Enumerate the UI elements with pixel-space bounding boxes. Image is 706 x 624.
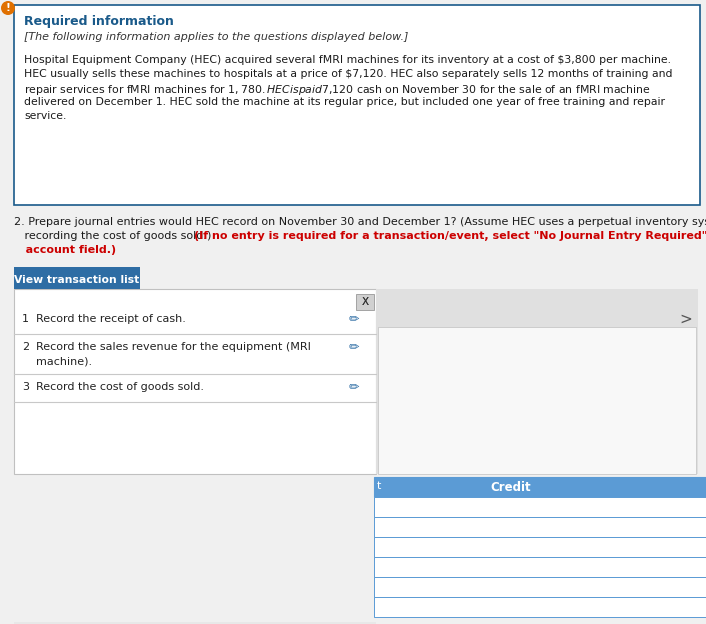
Text: Hospital Equipment Company (HEC) acquired several fMRI machines for its inventor: Hospital Equipment Company (HEC) acquire… <box>24 55 671 65</box>
Text: X: X <box>361 297 369 307</box>
Text: 3: 3 <box>22 382 29 392</box>
Bar <box>376 289 698 474</box>
Text: service.: service. <box>24 111 66 121</box>
Text: Credit: Credit <box>490 481 531 494</box>
Text: Record the receipt of cash.: Record the receipt of cash. <box>36 314 186 324</box>
Text: machine).: machine). <box>36 356 92 366</box>
Bar <box>374 497 706 517</box>
Text: 1: 1 <box>22 314 29 324</box>
Bar <box>374 557 706 577</box>
Text: HEC usually sells these machines to hospitals at a price of $7,120. HEC also sep: HEC usually sells these machines to hosp… <box>24 69 673 79</box>
Text: !: ! <box>6 3 11 13</box>
Text: >: > <box>680 311 693 326</box>
Text: repair services for fMRI machines for $1,780. HEC is paid $7,120 cash on Novembe: repair services for fMRI machines for $1… <box>24 83 651 97</box>
Bar <box>14 5 700 205</box>
Circle shape <box>1 1 15 15</box>
Text: delivered on December 1. HEC sold the machine at its regular price, but included: delivered on December 1. HEC sold the ma… <box>24 97 665 107</box>
Text: t: t <box>377 481 381 491</box>
Text: [The following information applies to the questions displayed below.]: [The following information applies to th… <box>24 32 408 42</box>
Bar <box>14 622 376 624</box>
Text: 2. Prepare journal entries would HEC record on November 30 and December 1? (Assu: 2. Prepare journal entries would HEC rec… <box>14 217 706 227</box>
Bar <box>356 294 374 310</box>
Text: 2: 2 <box>22 342 29 352</box>
Bar <box>14 289 376 474</box>
Text: account field.): account field.) <box>14 245 116 255</box>
Bar <box>374 517 706 537</box>
Bar <box>378 327 696 474</box>
Text: recording the cost of goods sold.): recording the cost of goods sold.) <box>14 231 215 241</box>
Text: ✏: ✏ <box>349 341 359 354</box>
Text: X: X <box>361 297 369 307</box>
Bar <box>14 267 140 289</box>
Text: Record the cost of goods sold.: Record the cost of goods sold. <box>36 382 204 392</box>
Text: (If no entry is required for a transaction/event, select "No Journal Entry Requi: (If no entry is required for a transacti… <box>194 231 706 241</box>
Bar <box>374 537 706 557</box>
Bar <box>374 597 706 617</box>
Bar <box>374 577 706 597</box>
Text: ✏: ✏ <box>349 313 359 326</box>
Text: Required information: Required information <box>24 15 174 28</box>
Text: Record the sales revenue for the equipment (MRI: Record the sales revenue for the equipme… <box>36 342 311 352</box>
Text: ✏: ✏ <box>349 381 359 394</box>
Bar <box>374 477 706 497</box>
Text: View transaction list: View transaction list <box>14 275 140 285</box>
